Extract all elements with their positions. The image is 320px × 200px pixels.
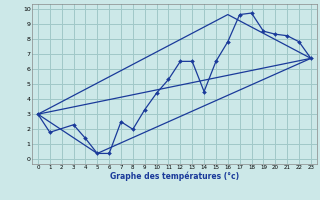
X-axis label: Graphe des températures (°c): Graphe des températures (°c) (110, 172, 239, 181)
